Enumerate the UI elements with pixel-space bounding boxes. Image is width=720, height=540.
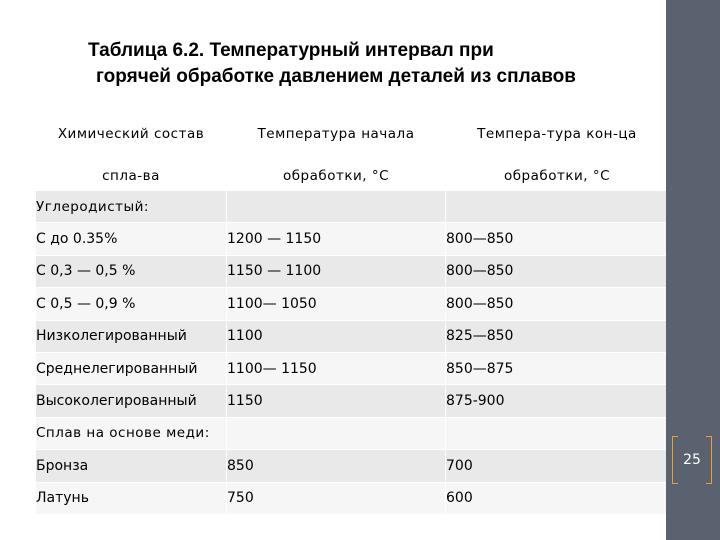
table-cell: 1150 [227, 393, 263, 410]
table-row: Латунь 750 600 [36, 481, 668, 514]
header-end-temp-bottom: обработки, °С [503, 168, 611, 184]
temperature-table: Химический состав спла-ва Температура на… [36, 114, 668, 514]
page-number: 25 [683, 452, 701, 468]
title-line-2: горячей обработке давлением деталей из с… [96, 66, 576, 87]
table-cell: 1200 — 1150 [227, 231, 322, 248]
table-cell: Среднелегированный [36, 360, 198, 377]
title-line-1: Таблица 6.2. Температурный интервал при [88, 40, 494, 61]
left-bracket-icon [672, 436, 678, 484]
table-cell: 1150 — 1100 [227, 263, 322, 280]
header-cell-end-temp: Темпера-тура кон-ца обработки, °С [446, 114, 668, 190]
table-cell: 800—850 [446, 263, 514, 280]
header-composition-top: Химический состав [57, 126, 205, 142]
table-cell: 1100 [227, 328, 263, 345]
table-cell: Высоколегированный [36, 393, 197, 410]
table-header-row: Химический состав спла-ва Температура на… [36, 114, 668, 190]
right-bracket-icon [706, 436, 712, 484]
table-cell: 850 [227, 457, 254, 474]
table-cell [446, 418, 668, 449]
table-cell: С 0,5 — 0,9 % [36, 295, 136, 312]
table-cell: Сплав на основе меди: [36, 425, 210, 442]
header-composition-bottom: спла-ва [102, 168, 160, 184]
table-cell: С до 0.35% [36, 231, 118, 248]
header-cell-composition: Химический состав спла-ва [36, 114, 226, 190]
header-start-temp-bottom: обработки, °С [282, 168, 390, 184]
table-cell: Бронза [36, 457, 89, 474]
table-cell: 800—850 [446, 295, 514, 312]
table-cell: Латунь [36, 490, 89, 507]
table-cell: 1100— 1050 [227, 295, 317, 312]
table-cell: 1100— 1150 [227, 360, 317, 377]
table-cell: 825—850 [446, 328, 514, 345]
table-cell: 600 [446, 490, 473, 507]
table-cell: Низколегированный [36, 328, 187, 345]
table-row: Низколегированный 1100 825—850 [36, 319, 668, 352]
table-cell: 750 [227, 490, 254, 507]
table-section-row: Сплав на основе меди: [36, 416, 668, 450]
header-end-temp-top: Темпера-тура кон-ца [477, 126, 637, 142]
table-cell [227, 191, 445, 222]
table-section-row: Углеродистый: [36, 190, 668, 223]
table-cell: 875-900 [446, 393, 505, 410]
page-number-badge: 25 [672, 436, 712, 484]
table-cell: С 0,3 — 0,5 % [36, 263, 136, 280]
table-cell: 800—850 [446, 231, 514, 248]
table-cell [446, 191, 668, 222]
table-row: Высоколегированный 1150 875-900 [36, 384, 668, 417]
slide-title: Таблица 6.2. Температурный интервал при … [88, 38, 648, 90]
table-row: С 0,3 — 0,5 % 1150 — 1100 800—850 [36, 254, 668, 288]
table-row: Среднелегированный 1100— 1150 850—875 [36, 351, 668, 385]
table-cell [227, 418, 445, 449]
header-cell-start-temp: Температура начала обработки, °С [227, 114, 445, 190]
header-start-temp-top: Температура начала [257, 126, 415, 142]
table-cell: 700 [446, 457, 473, 474]
table-row: С 0,5 — 0,9 % 1100— 1050 800—850 [36, 287, 668, 320]
table-row: С до 0.35% 1200 — 1150 800—850 [36, 222, 668, 255]
table-cell: 850—875 [446, 360, 514, 377]
table-row: Бронза 850 700 [36, 449, 668, 482]
table-cell: Углеродистый: [36, 198, 149, 215]
